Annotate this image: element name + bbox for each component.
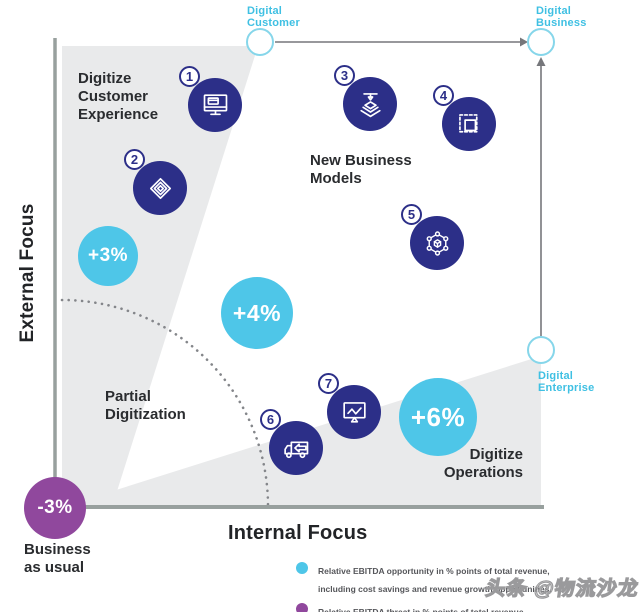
legend: Relative EBITDA opportunity in % points … bbox=[296, 561, 634, 612]
quadrant-digitize-customer-experience-label: Digitize Customer Experience bbox=[78, 70, 159, 123]
digital-customer-label: Digital Customer bbox=[247, 5, 300, 29]
threat-legend-text: Relative EBITDA threat in % points of to… bbox=[318, 607, 526, 612]
quadrant-partial-digitization-label: Partial Digitization bbox=[105, 388, 186, 423]
legend-item-opportunity: Relative EBITDA opportunity in % points … bbox=[296, 561, 634, 597]
quadrant-digitize-operations-label: Digitize Operations bbox=[443, 446, 523, 481]
connected-nodes-icon bbox=[426, 230, 448, 256]
enterprise-to-business-arrow-head bbox=[536, 57, 546, 66]
upper-left-shaded-wedge bbox=[62, 46, 258, 507]
threat-legend-dot bbox=[296, 603, 308, 612]
digital-business-label: Digital Business bbox=[536, 5, 587, 29]
node-3: 3 bbox=[334, 65, 397, 131]
partial-digitization-dotted-arc bbox=[60, 298, 270, 509]
node-1: 1 bbox=[179, 66, 242, 132]
business-as-usual-caption: Business as usual bbox=[24, 541, 91, 576]
opportunity-legend-text: Relative EBITDA opportunity in % points … bbox=[318, 566, 552, 594]
node-4-number-badge: 4 bbox=[433, 85, 454, 106]
customer-to-business-arrow-head bbox=[520, 37, 528, 47]
opportunity-bubble-6pct: +6% bbox=[399, 378, 477, 456]
y-axis-label: External Focus bbox=[17, 203, 38, 343]
digital-business-endpoint-circle bbox=[527, 28, 555, 56]
node-1-number-badge: 1 bbox=[179, 66, 200, 87]
opportunity-bubble-3pct: +3% bbox=[78, 226, 138, 286]
layered-diamonds-icon bbox=[149, 177, 171, 199]
digital-customer-endpoint-circle bbox=[246, 28, 274, 56]
analytics-monitor-icon bbox=[342, 401, 366, 423]
online-payment-monitor-icon bbox=[203, 93, 227, 115]
node-2-number-badge: 2 bbox=[124, 149, 145, 170]
node-2: 2 bbox=[124, 149, 187, 215]
node-4: 4 bbox=[433, 85, 496, 151]
digital-enterprise-endpoint-circle bbox=[527, 336, 555, 364]
node-3-number-badge: 3 bbox=[334, 65, 355, 86]
digital-enterprise-label: Digital Enterprise bbox=[538, 370, 595, 394]
3d-printing-icon bbox=[359, 92, 381, 117]
node-5: 5 bbox=[401, 204, 464, 270]
legend-item-threat: Relative EBITDA threat in % points of to… bbox=[296, 602, 634, 612]
delivery-truck-icon bbox=[283, 440, 308, 458]
opportunity-legend-dot bbox=[296, 562, 308, 574]
modular-component-icon bbox=[458, 113, 478, 133]
opportunity-bubble-4pct: +4% bbox=[221, 277, 293, 349]
watermark-text: 头条 @物流沙龙 bbox=[484, 577, 640, 600]
quadrant-new-business-models-label: New Business Models bbox=[310, 152, 412, 187]
node-7-number-badge: 7 bbox=[318, 373, 339, 394]
node-5-number-badge: 5 bbox=[401, 204, 422, 225]
x-axis-label: Internal Focus bbox=[228, 522, 368, 544]
node-6: 6 bbox=[260, 409, 323, 475]
threat-bubble-minus-3pct: -3% bbox=[24, 477, 86, 539]
node-7: 7 bbox=[318, 373, 381, 439]
node-6-number-badge: 6 bbox=[260, 409, 281, 430]
